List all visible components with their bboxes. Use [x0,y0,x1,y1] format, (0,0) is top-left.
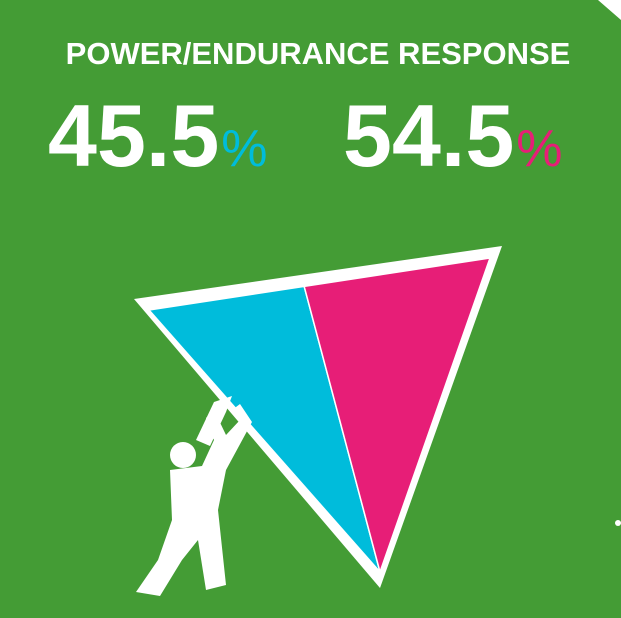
value-unit: % [221,120,267,178]
edge-dot [615,520,621,526]
infographic: POWER/ENDURANCE RESPONSE 45.5% 54.5% [0,0,621,618]
head [170,442,196,468]
chart-title: POWER/ENDURANCE RESPONSE [66,36,571,71]
value-number: 54.5 [343,86,514,185]
value-unit: % [516,120,562,178]
value-number: 45.5 [48,86,219,185]
